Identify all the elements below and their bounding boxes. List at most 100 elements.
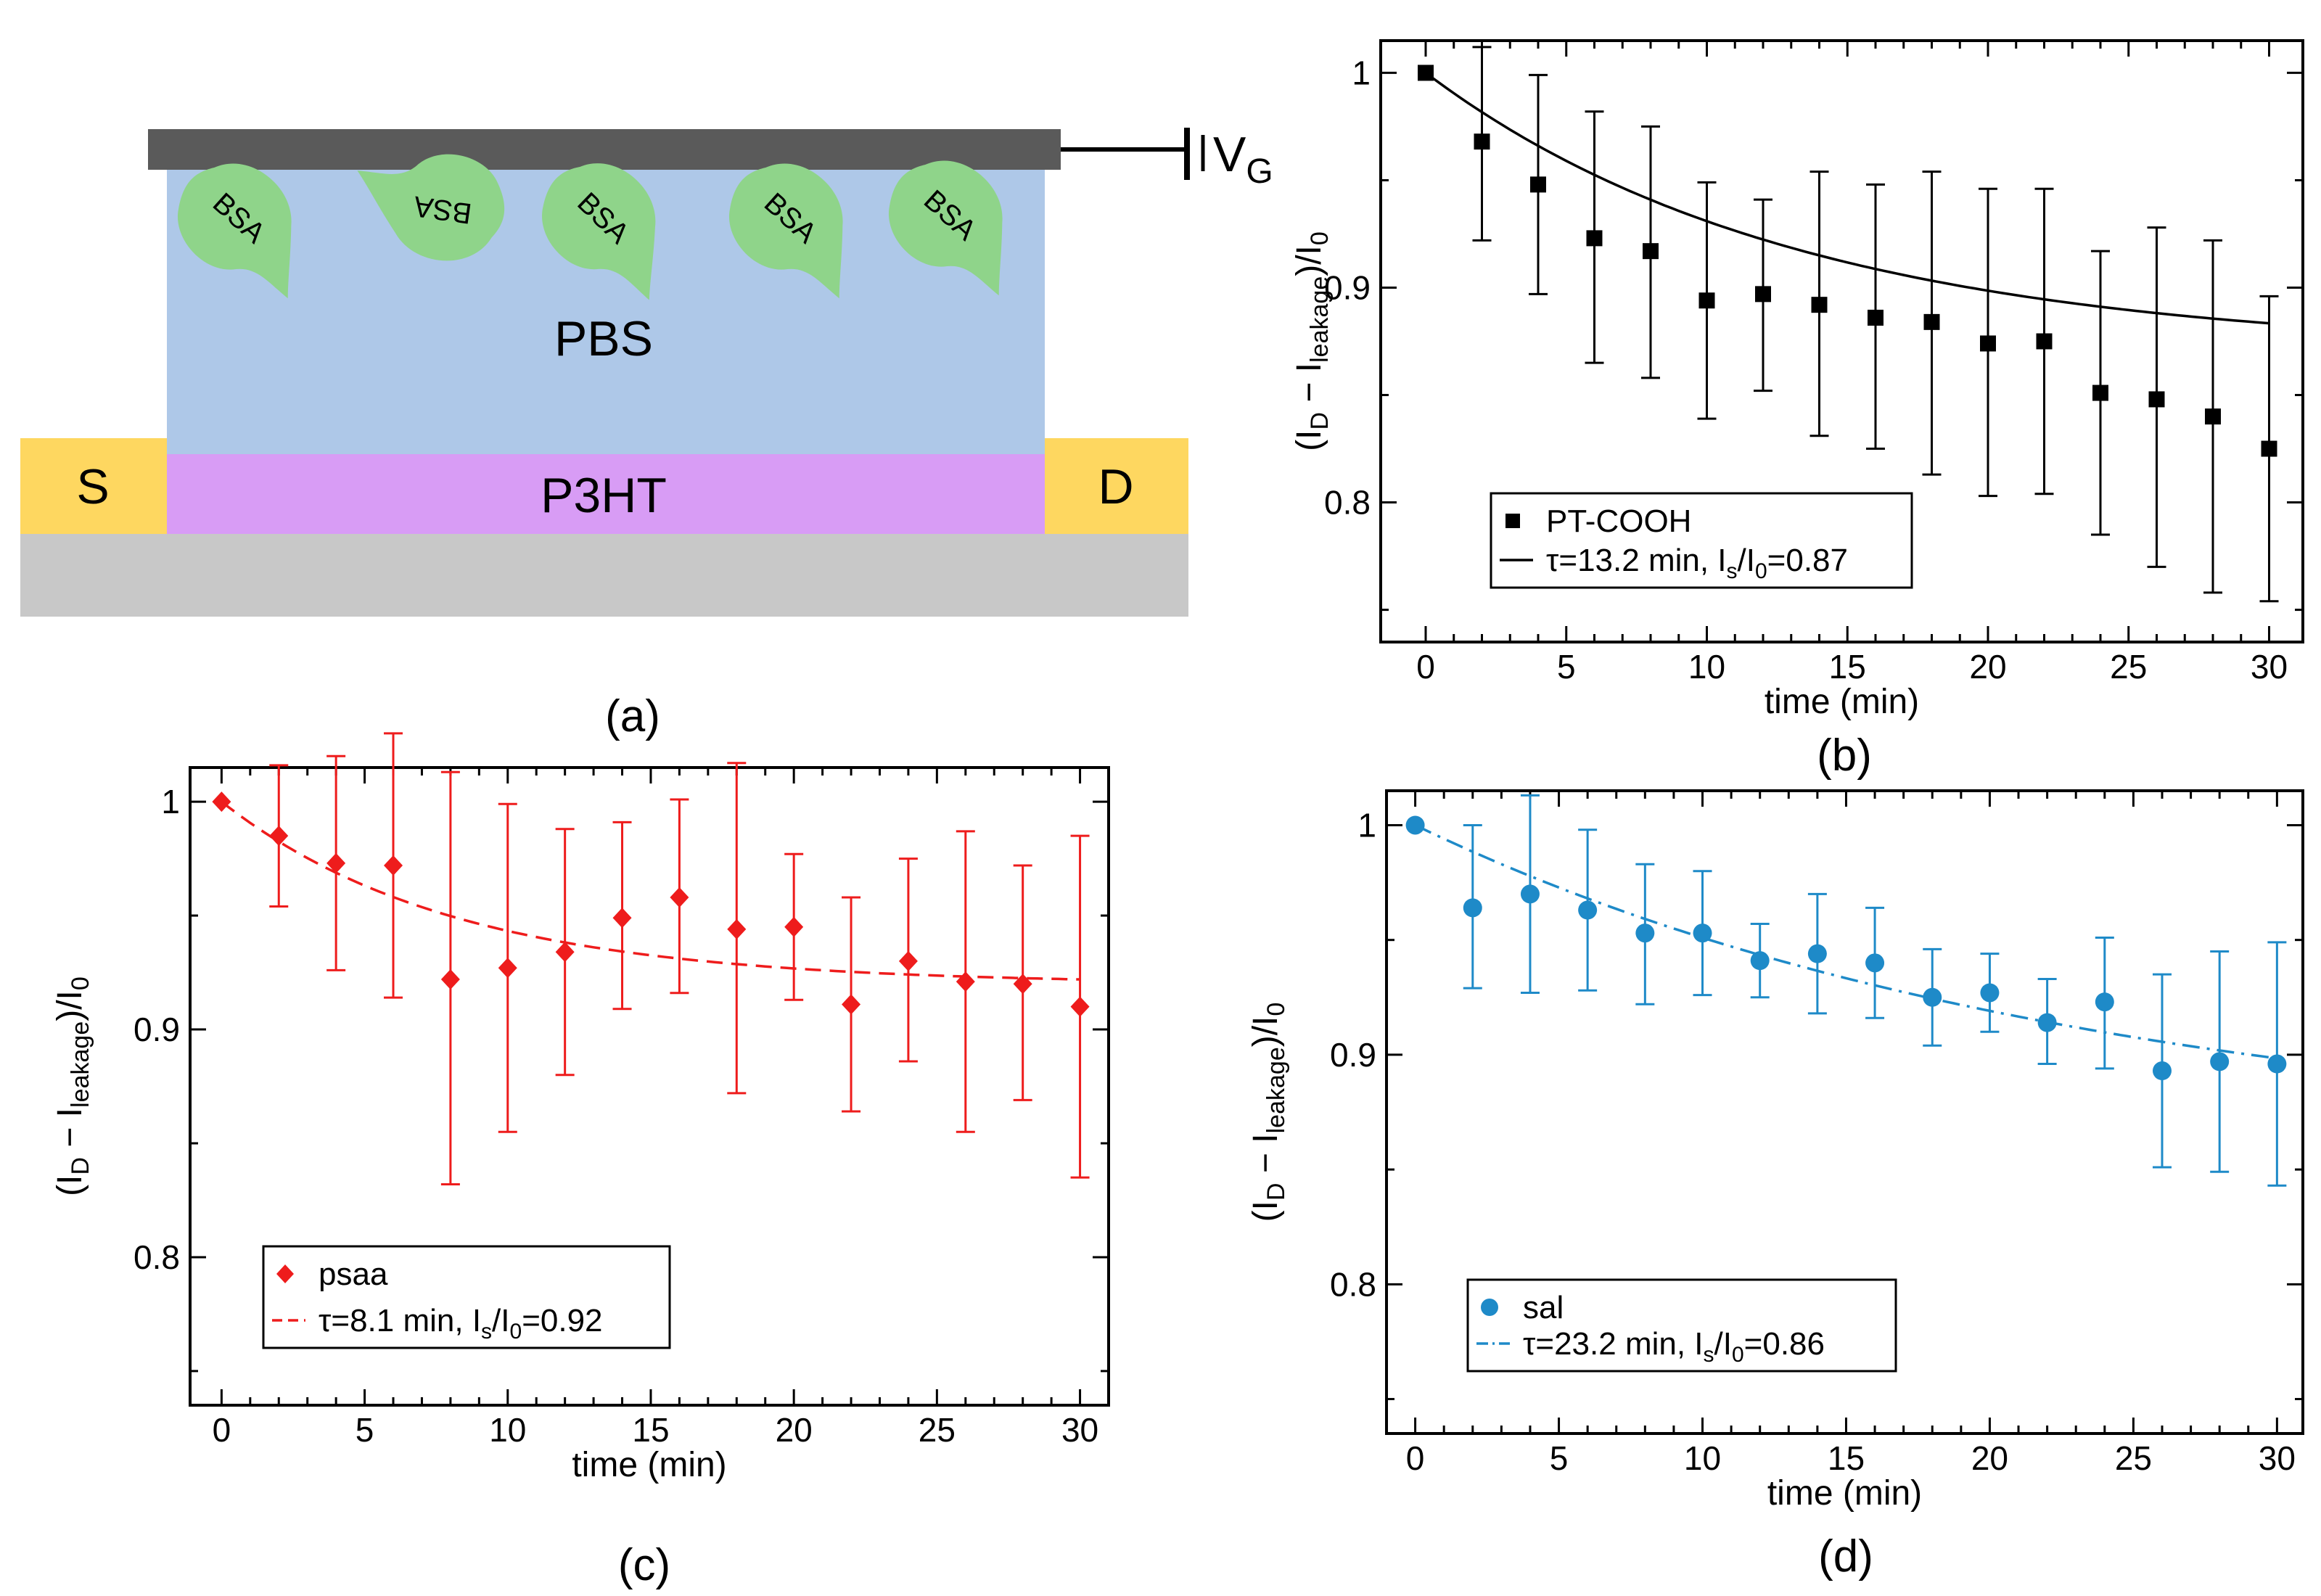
- data-point: [784, 916, 804, 937]
- data-point: [727, 918, 747, 939]
- data-point: [498, 958, 517, 979]
- legend-fit-label: τ=8.1 min, Is​/I0​=0.92: [319, 1303, 603, 1344]
- x-axis-label: time (min): [1765, 683, 1919, 721]
- x-axis-label: time (min): [572, 1446, 726, 1484]
- y-tick-label: 1: [1357, 806, 1376, 844]
- data-point: [1693, 924, 1712, 943]
- y-tick-label: 0.8: [1324, 484, 1371, 522]
- chart-b: 0 5 10 15 20 25 30 0.8 0.9 1 time (min) (ID​ − Ilea…: [1290, 39, 2304, 781]
- data-point: [1530, 176, 1546, 193]
- data-point: [956, 971, 975, 992]
- data-point: [2148, 391, 2165, 408]
- data-point: [1586, 230, 1603, 247]
- data-point: [2036, 333, 2053, 350]
- data-point: [842, 994, 861, 1015]
- x-tick-label: 20: [1969, 648, 2006, 686]
- bsa-protein: BSA: [542, 163, 656, 300]
- x-axis-label: time (min): [1767, 1474, 1922, 1513]
- plot-frame: [1385, 789, 2304, 1435]
- data-point: [898, 950, 918, 971]
- y-axis-label: (ID​ − Ileakage​)/I0​: [51, 976, 94, 1196]
- data-point: [1463, 898, 1482, 918]
- y-tick-label: 0.9: [133, 1011, 180, 1048]
- p3ht-layer: [167, 454, 1045, 534]
- panel-label-c: (c): [618, 1540, 670, 1590]
- x-tick-label: 5: [1550, 1439, 1569, 1477]
- data-point: [1643, 243, 1659, 260]
- data-point: [1405, 815, 1425, 835]
- legend-box: [1466, 1278, 1897, 1373]
- y-tick-label: 0.9: [1324, 268, 1371, 306]
- data-point: [2205, 408, 2221, 425]
- panel-label-b: (b): [1817, 731, 1872, 781]
- data-point: [1698, 292, 1715, 309]
- legend-marker: [1481, 1299, 1498, 1316]
- x-tick-label: 30: [2259, 1439, 2296, 1477]
- y-tick-label: 1: [1352, 54, 1371, 91]
- data-point: [1578, 900, 1598, 920]
- y-axis-label: (ID​ − Ileakage​)/I0​: [1246, 1003, 1290, 1222]
- data-point: [440, 968, 460, 990]
- data-point: [212, 791, 231, 813]
- data-point: [555, 942, 575, 963]
- legend-fit-label: τ=13.2 min, Is​/I0​=0.87: [1546, 543, 1848, 583]
- bsa-protein: BSA: [888, 160, 1003, 296]
- x-tick-label: 5: [356, 1411, 374, 1449]
- x-tick-label: 30: [2251, 648, 2288, 686]
- source-label: S: [76, 459, 109, 514]
- bsa-protein: BSA: [177, 163, 292, 299]
- y-tick-label: 0.8: [133, 1238, 180, 1276]
- data-point: [1520, 884, 1540, 904]
- legend-series-name: sal: [1523, 1290, 1564, 1325]
- bsa-protein: BSA: [728, 163, 843, 299]
- x-tick-label: 10: [1688, 648, 1725, 686]
- x-tick-label: 30: [1061, 1411, 1098, 1449]
- data-point: [384, 855, 403, 876]
- x-tick-label: 0: [1416, 648, 1435, 686]
- gate-voltage-label: VG: [1213, 127, 1273, 191]
- y-tick-label: 0.8: [1330, 1265, 1376, 1303]
- chart-c: 0 5 10 15 20 25 30 0.8 0.9 1 time (min) (ID​ − Ilea…: [51, 732, 1110, 1590]
- fit-curve: [1414, 823, 2277, 1060]
- x-tick-label: 5: [1557, 648, 1576, 686]
- data-point: [1070, 996, 1090, 1017]
- data-point: [2092, 384, 2108, 401]
- x-tick-label: 10: [1684, 1439, 1721, 1477]
- device-diagram: BSA BSA BSA BSA BSA VG PBS P3HT S D (a): [20, 127, 1273, 741]
- data-point: [1750, 951, 1770, 971]
- x-tick-label: 0: [213, 1411, 231, 1449]
- source-electrode: [20, 438, 167, 534]
- data-point: [2267, 1054, 2287, 1074]
- data-point: [2037, 1013, 2057, 1032]
- x-tick-label: 25: [2110, 648, 2147, 686]
- bsa-protein: BSA: [357, 154, 505, 261]
- data-point: [2152, 1061, 2172, 1081]
- data-point: [1474, 133, 1490, 150]
- data-point: [1418, 65, 1434, 81]
- data-point: [2095, 992, 2114, 1012]
- data-point: [326, 852, 346, 873]
- legend-marker: [276, 1264, 294, 1283]
- legend-box: [1490, 492, 1913, 589]
- data-point: [269, 826, 289, 847]
- data-point: [1811, 297, 1828, 313]
- data-point: [612, 908, 632, 929]
- data-point: [670, 887, 689, 908]
- data-point: [1980, 983, 2000, 1003]
- data-point: [1807, 944, 1827, 963]
- data-point: [1635, 924, 1655, 943]
- legend-marker: [1505, 514, 1520, 528]
- drain-electrode: [1045, 438, 1188, 534]
- x-tick-label: 10: [489, 1411, 526, 1449]
- panel-label-d: (d): [1818, 1531, 1873, 1581]
- data-point: [1923, 313, 1940, 330]
- p3ht-label: P3HT: [541, 468, 667, 523]
- x-tick-label: 25: [919, 1411, 956, 1449]
- data-point: [1755, 286, 1771, 303]
- x-tick-label: 20: [776, 1411, 813, 1449]
- drain-label: D: [1098, 459, 1133, 514]
- x-tick-label: 20: [1971, 1439, 2008, 1477]
- data-point: [1868, 309, 1883, 326]
- x-tick-label: 15: [1829, 648, 1866, 686]
